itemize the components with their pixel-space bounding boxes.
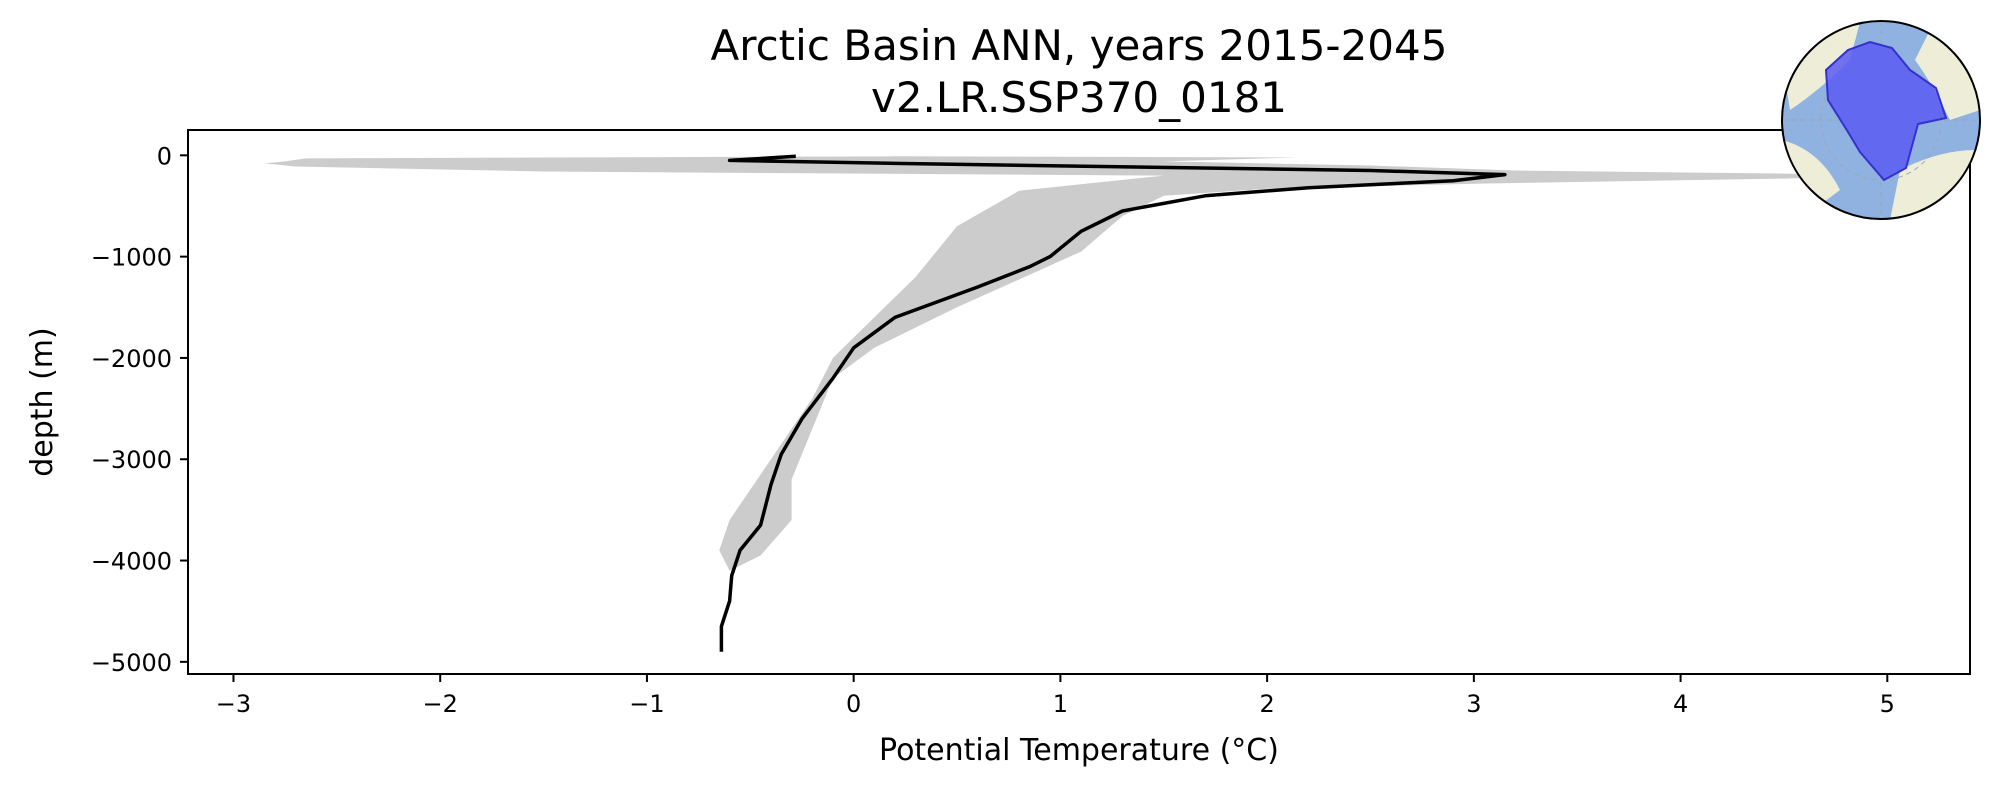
y-tick-label: −4000 [91,548,172,576]
x-tick-label: 0 [846,690,861,718]
x-tick-label: 2 [1259,690,1274,718]
x-tick-label: 5 [1880,690,1895,718]
x-tick-label: 4 [1673,690,1688,718]
range-band [264,156,1888,571]
range-band-layer [264,156,1888,571]
x-axis-ticks: −3 −2 −1 0 1 2 3 4 5 [216,674,1895,718]
chart-subtitle: v2.LR.SSP370_0181 [871,73,1287,122]
chart-title: Arctic Basin ANN, years 2015-2045 [711,21,1448,70]
y-tick-label: −3000 [91,446,172,474]
x-axis-label: Potential Temperature (°C) [879,733,1279,768]
x-tick-label: −1 [629,690,664,718]
y-tick-label: −2000 [91,345,172,373]
y-axis-ticks: 0 −1000 −2000 −3000 −4000 −5000 [91,142,188,677]
mean-profile-line-0 [719,154,1507,652]
y-axis-label: depth (m) [25,327,60,477]
arctic-polar-map-icon [1781,20,1981,220]
x-tick-label: 3 [1466,690,1481,718]
x-tick-label: −2 [423,690,458,718]
x-tick-label: 1 [1053,690,1068,718]
series-layer [719,154,1507,652]
y-tick-label: −5000 [91,649,172,677]
x-tick-label: −3 [216,690,251,718]
y-tick-label: −1000 [91,244,172,272]
plot-area [264,154,1888,652]
plot-frame [187,129,1971,675]
y-tick-label: 0 [157,142,172,170]
